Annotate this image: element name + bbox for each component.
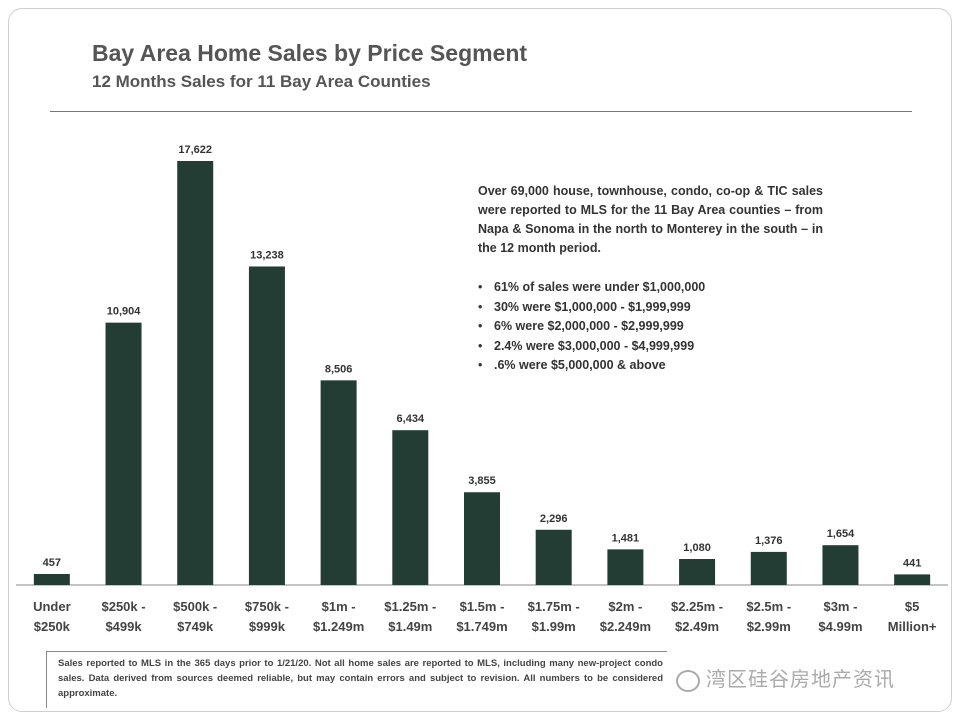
x-tick-label: $1.5m -: [460, 599, 505, 614]
x-tick-label: Million+: [888, 619, 937, 634]
footnote-box: [46, 651, 667, 708]
bar: [33, 574, 70, 585]
watermark: 湾区硅谷房地产资讯: [676, 663, 895, 692]
data-label: 1,080: [683, 542, 711, 554]
x-tick-label: $2m -: [608, 599, 642, 614]
bar: [464, 492, 500, 585]
x-tick-label: $1.749m: [456, 619, 507, 634]
data-label: 1,481: [612, 532, 640, 544]
x-tick-label: $1.25m -: [384, 599, 436, 614]
bullet-item: 2.4% were $3,000,000 - $4,999,999: [478, 337, 705, 357]
title-divider: [50, 111, 912, 112]
bar: [248, 266, 285, 585]
x-tick-label: $999k: [249, 619, 286, 634]
x-tick-label: $2.5m -: [746, 599, 791, 614]
x-tick-label: $750k -: [245, 599, 289, 614]
bar: [679, 559, 716, 585]
x-tick-label: $1m -: [322, 599, 356, 614]
bar: [177, 161, 214, 585]
bar: [105, 322, 142, 585]
x-tick-label: $749k: [177, 619, 214, 634]
watermark-text: 湾区硅谷房地产资讯: [706, 667, 895, 691]
bar: [392, 430, 429, 585]
chart-title: Bay Area Home Sales by Price Segment: [92, 40, 528, 66]
summary-bullets: 61% of sales were under $1,000,000 30% w…: [478, 278, 705, 376]
bar: [607, 549, 644, 585]
data-label: 8,506: [325, 363, 353, 375]
x-tick-label: $1.99m: [532, 619, 576, 634]
x-tick-label: $2.49m: [675, 619, 719, 634]
x-tick-label: $2.99m: [747, 619, 791, 634]
bar: [750, 551, 787, 585]
data-label: 13,238: [250, 249, 284, 261]
bar: [320, 380, 357, 585]
x-tick-label: $250k: [34, 619, 71, 634]
data-label: 1,376: [755, 535, 783, 547]
data-label: 3,855: [468, 475, 496, 487]
x-tick-label: $1.75m -: [528, 599, 580, 614]
footnote: Sales reported to MLS in the 365 days pr…: [58, 658, 663, 699]
x-tick-label: $5: [905, 599, 919, 614]
bar: [535, 529, 572, 585]
bullet-item: 6% were $2,000,000 - $2,999,999: [478, 317, 705, 337]
x-tick-label: $1.249m: [313, 619, 364, 634]
data-label: 441: [903, 557, 921, 569]
x-tick-label: $3m -: [823, 599, 857, 614]
data-label: 6,434: [397, 413, 425, 425]
bullet-item: 61% of sales were under $1,000,000: [478, 278, 705, 298]
x-tick-label: $499k: [105, 619, 142, 634]
bullet-item: .6% were $5,000,000 & above: [478, 356, 705, 376]
x-tick-label: $1.49m: [388, 619, 432, 634]
x-tick-label: $250k -: [101, 599, 145, 614]
chart-subtitle: 12 Months Sales for 11 Bay Area Counties: [92, 72, 431, 91]
bullet-item: 30% were $1,000,000 - $1,999,999: [478, 298, 705, 318]
x-tick-label: $2.249m: [600, 619, 651, 634]
x-tick-label: $2.25m -: [671, 599, 723, 614]
x-tick-label: Under: [33, 599, 71, 614]
x-tick-label: $500k -: [173, 599, 217, 614]
data-label: 2,296: [540, 513, 568, 525]
summary-note: Over 69,000 house, townhouse, condo, co-…: [478, 184, 823, 255]
x-tick-label: $4.99m: [818, 619, 862, 634]
wechat-icon: [676, 669, 700, 692]
data-label: 17,622: [178, 144, 212, 156]
data-label: 457: [43, 557, 61, 569]
data-label: 1,654: [827, 528, 855, 540]
data-label: 10,904: [107, 306, 142, 318]
bar: [894, 574, 931, 585]
bar: [822, 545, 859, 585]
